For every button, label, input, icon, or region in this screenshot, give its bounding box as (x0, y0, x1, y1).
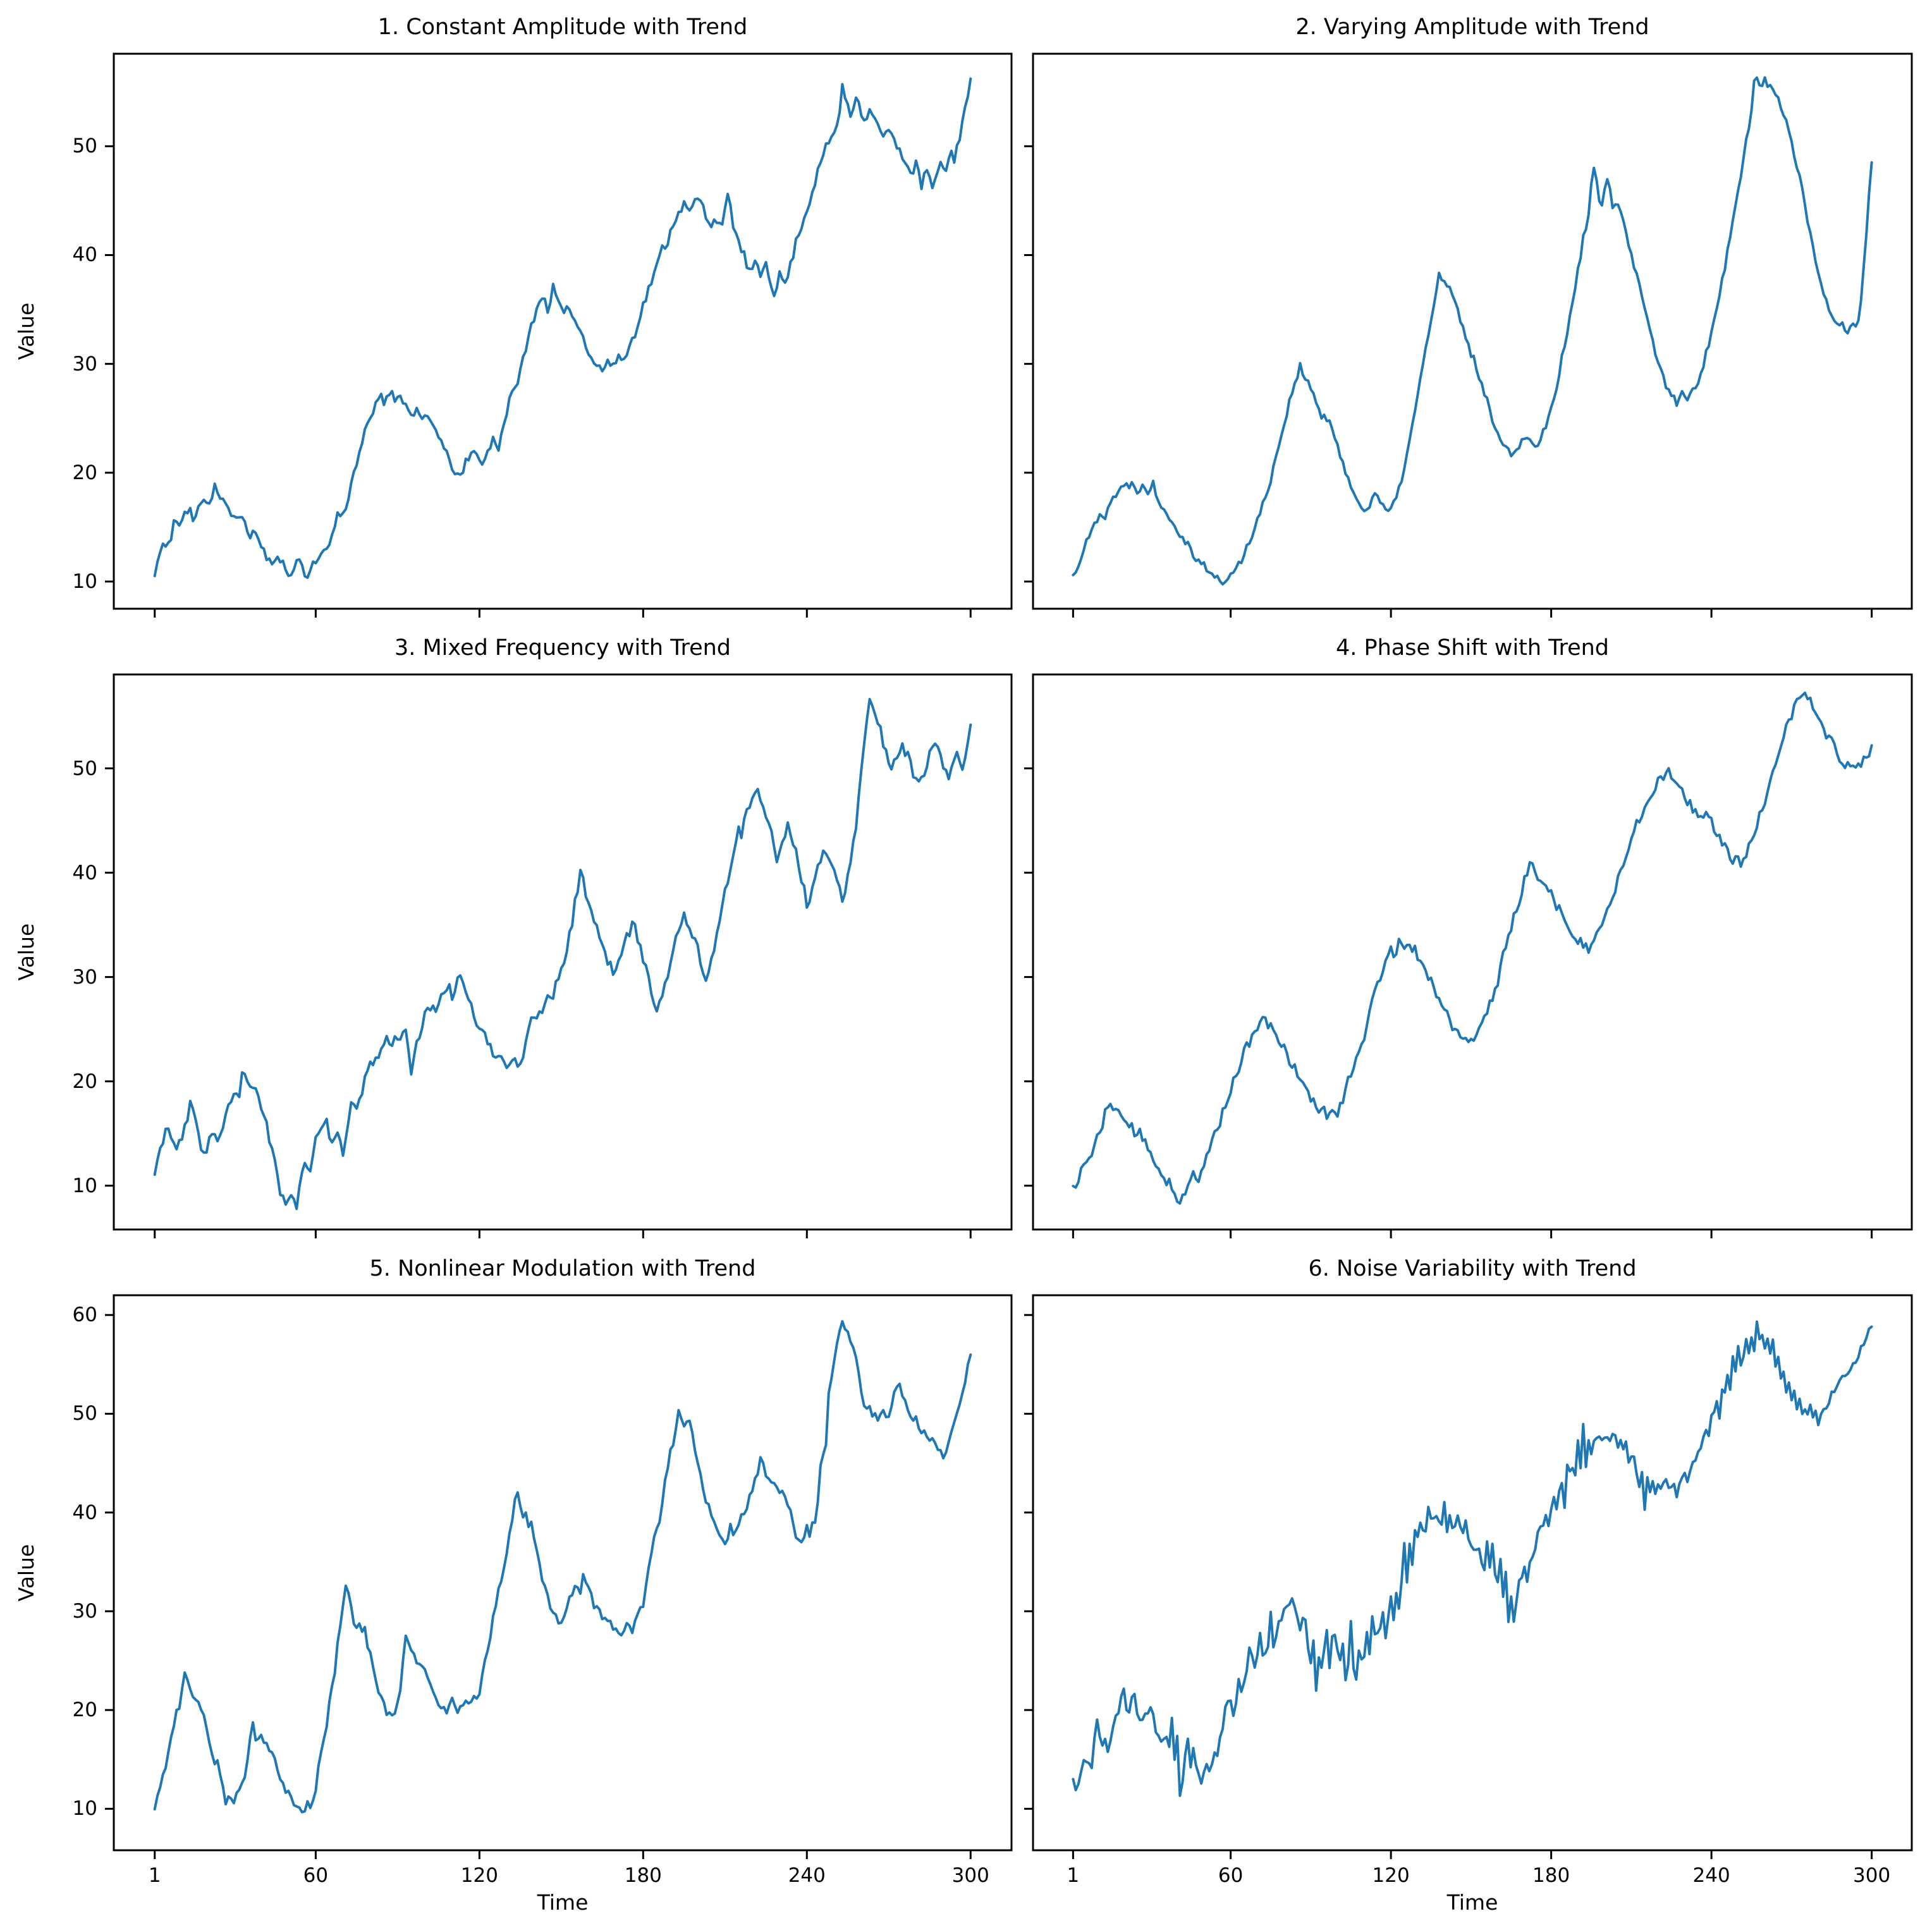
x-tick-label: 180 (1532, 1864, 1570, 1887)
x-axis-label-left: Time (537, 1890, 589, 1915)
y-tick-label: 20 (72, 461, 97, 484)
axes-spines (1032, 673, 1913, 1231)
time-series-line (153, 77, 972, 579)
x-tick-label: 240 (788, 1864, 826, 1887)
subplot-3-mixed-frequency: 3. Mixed Frequency with Trend 10 20 30 40 50 (73, 635, 1013, 1238)
line-chart-plot-area (105, 673, 1013, 1238)
subplot-2-varying-amplitude: 2. Varying Amplitude with Trend (1024, 15, 1913, 618)
y-tick-label: 40 (72, 1501, 97, 1524)
subplot-1-title: 1. Constant Amplitude with Trend (377, 15, 748, 40)
y-tick-label: 50 (72, 1402, 97, 1425)
x-tick-label: 60 (1218, 1864, 1244, 1887)
x-tick-label: 1 (1067, 1864, 1080, 1887)
y-axis-label-row3: Value (14, 1544, 39, 1602)
x-tick-label: 300 (1853, 1864, 1891, 1887)
axes-spines (113, 1294, 1013, 1852)
y-axis-label-row1: Value (14, 302, 39, 360)
line-chart-plot-area (1024, 1294, 1913, 1859)
y-tick-label: 20 (72, 1070, 97, 1093)
y-tick-label: 30 (72, 965, 97, 989)
subplot-3-title: 3. Mixed Frequency with Trend (394, 635, 731, 661)
line-chart-plot-area (105, 52, 1013, 618)
time-series-line (1072, 1320, 1873, 1797)
time-series-line (153, 1320, 972, 1814)
y-tick-label: 10 (72, 1174, 97, 1197)
axes-spines (1032, 52, 1913, 610)
time-series-line (1072, 692, 1873, 1205)
line-chart-plot-area (1024, 673, 1913, 1238)
axes-spines (1032, 1294, 1913, 1852)
x-tick-label: 1 (148, 1864, 161, 1887)
line-chart-plot-area (105, 1294, 1013, 1859)
subplot-4-title: 4. Phase Shift with Trend (1336, 635, 1609, 661)
subplot-6-noise-variability: 6. Noise Variability with Trend 1 60 120 18… (1024, 1256, 1913, 1887)
x-axis-label-right: Time (1446, 1890, 1498, 1915)
y-tick-label: 40 (72, 861, 97, 884)
axes-spines (113, 52, 1013, 610)
y-axis-label-row2: Value (14, 923, 39, 981)
y-tick-label: 50 (72, 135, 97, 158)
subplot-5-nonlinear-modulation: 5. Nonlinear Modulation with Trend 10 20 3… (73, 1256, 1013, 1887)
time-series-line (153, 698, 972, 1211)
axes-spines (113, 673, 1013, 1231)
subplot-6-title: 6. Noise Variability with Trend (1308, 1256, 1637, 1281)
line-chart-plot-area (1024, 52, 1913, 618)
y-tick-label: 50 (72, 757, 97, 780)
y-tick-label: 30 (72, 352, 97, 375)
subplot-2-title: 2. Varying Amplitude with Trend (1295, 15, 1649, 40)
y-tick-label: 20 (72, 1699, 97, 1722)
y-tick-label: 30 (72, 1599, 97, 1623)
y-tick-label: 40 (72, 243, 97, 267)
y-tick-label: 60 (72, 1303, 97, 1327)
y-tick-label: 10 (72, 1797, 97, 1821)
x-tick-label: 120 (1372, 1864, 1410, 1887)
subplot-5-title: 5. Nonlinear Modulation with Trend (369, 1256, 756, 1281)
y-tick-label: 10 (72, 570, 97, 593)
subplot-4-phase-shift: 4. Phase Shift with Trend (1024, 635, 1913, 1238)
subplot-1-constant-amplitude: 1. Constant Amplitude with Trend 10 20 30 4… (73, 15, 1013, 618)
x-tick-label: 60 (303, 1864, 329, 1887)
x-tick-label: 120 (460, 1864, 498, 1887)
x-tick-label: 180 (624, 1864, 662, 1887)
x-tick-label: 300 (951, 1864, 989, 1887)
x-tick-label: 240 (1692, 1864, 1730, 1887)
time-series-line (1072, 76, 1873, 586)
